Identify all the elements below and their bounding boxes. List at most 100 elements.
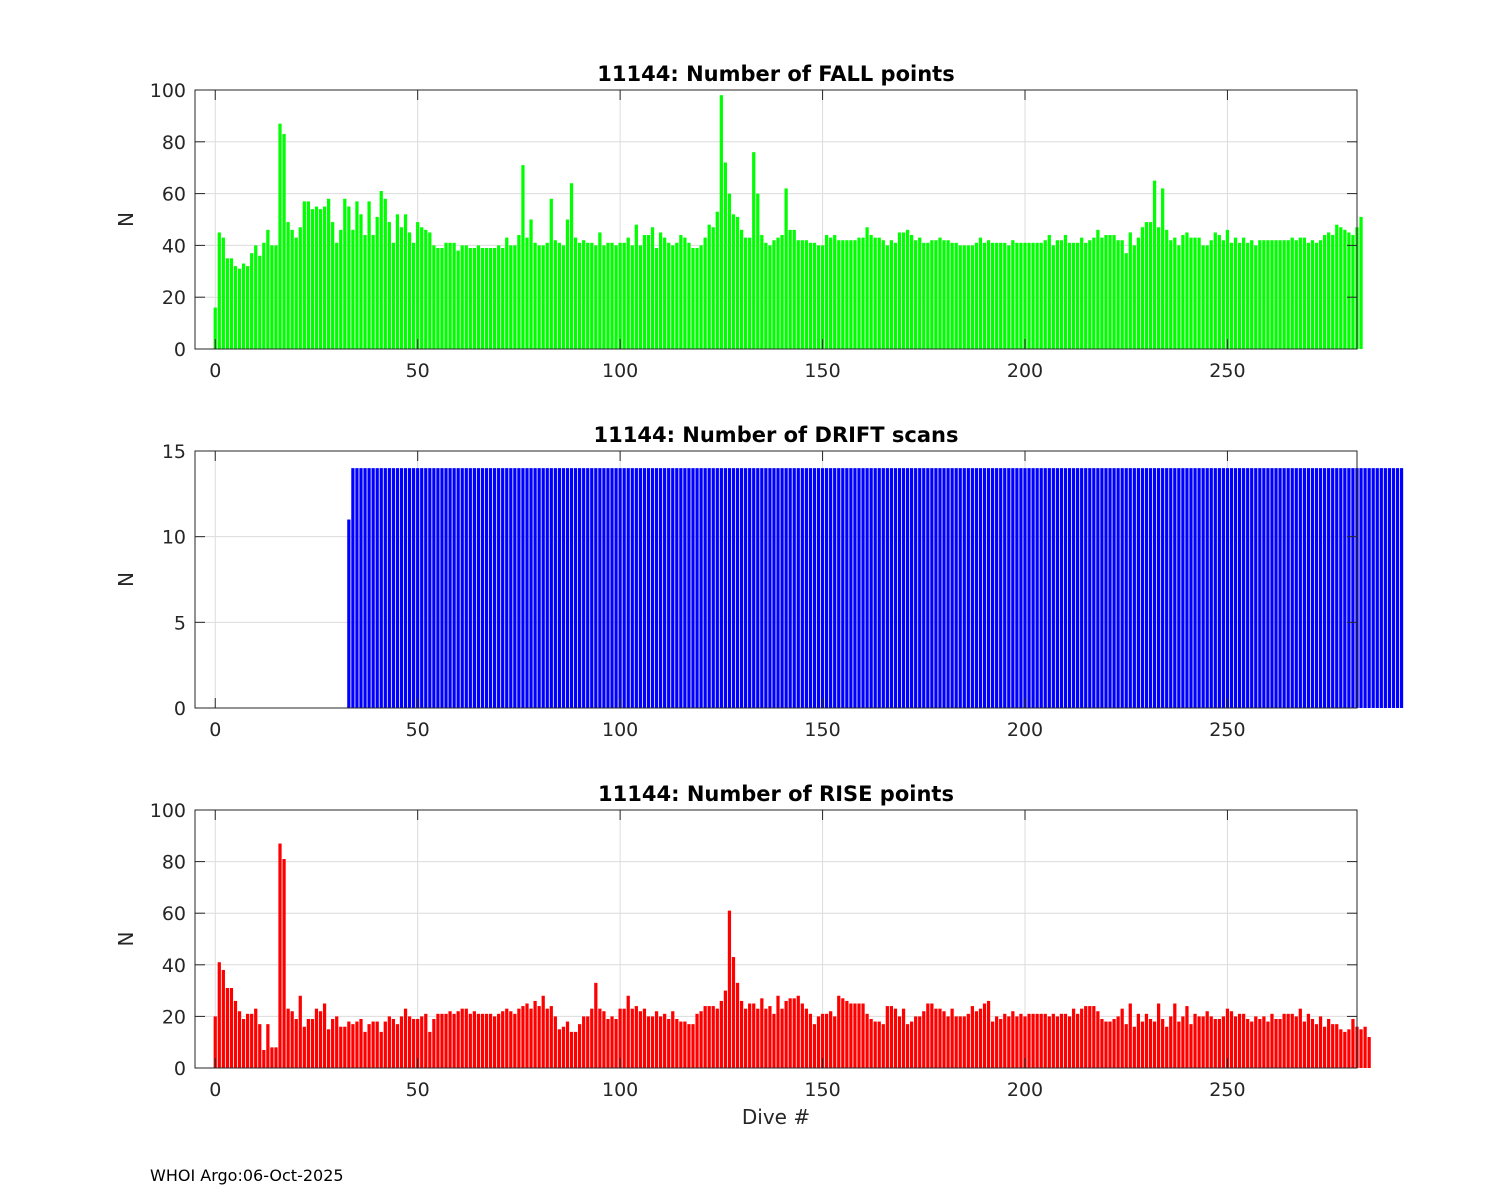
bar — [1347, 468, 1351, 708]
bar — [351, 1024, 355, 1068]
bar — [1383, 468, 1387, 708]
bar — [484, 1013, 489, 1068]
bar — [982, 468, 987, 708]
bar — [1140, 227, 1145, 349]
bar — [768, 468, 772, 708]
bar — [857, 237, 861, 349]
bar — [1322, 468, 1327, 708]
bar — [881, 468, 885, 708]
bar — [448, 468, 452, 708]
bar — [1120, 240, 1124, 349]
bar — [590, 1008, 594, 1068]
bar — [982, 242, 987, 349]
bar — [549, 198, 553, 349]
bar — [602, 245, 606, 349]
bar — [857, 468, 861, 708]
bar — [897, 1016, 902, 1068]
bar — [877, 1021, 881, 1068]
bar-series — [213, 95, 1363, 350]
bar — [517, 468, 521, 708]
bar — [549, 468, 553, 708]
chart-panel-2: 0 50 100 150 200 250 0 5 10 15 11144: Number of DR… — [114, 423, 1404, 741]
bar — [468, 1013, 472, 1068]
bar — [671, 1011, 675, 1068]
bar — [711, 227, 715, 349]
bar — [1120, 468, 1124, 708]
bar — [476, 468, 481, 708]
bar — [387, 468, 391, 708]
bar — [796, 468, 800, 708]
bar — [974, 1011, 979, 1068]
bar — [480, 468, 485, 708]
bar — [1173, 468, 1177, 708]
bar — [1015, 468, 1019, 708]
bar — [598, 232, 602, 349]
bar — [1132, 1026, 1136, 1068]
bar — [290, 1011, 294, 1068]
bar — [424, 229, 428, 349]
bar — [1104, 468, 1108, 708]
bar — [930, 240, 934, 349]
bar — [399, 1016, 404, 1068]
bar — [371, 1021, 375, 1068]
bar — [650, 468, 655, 708]
bar — [922, 1011, 926, 1068]
x-tick-label: 100 — [602, 719, 638, 741]
bar — [468, 468, 472, 708]
bar — [1076, 1013, 1080, 1068]
bar — [824, 235, 829, 349]
bar — [918, 468, 922, 708]
bar — [586, 468, 590, 708]
y-axis-label: N — [114, 932, 138, 947]
bar — [541, 468, 545, 708]
bar — [687, 242, 691, 349]
bar — [1387, 468, 1392, 708]
bar — [428, 232, 432, 349]
bar — [1148, 1018, 1153, 1068]
bar — [1185, 1006, 1189, 1068]
bar — [343, 198, 347, 349]
bar — [545, 242, 549, 349]
bar — [926, 1003, 930, 1068]
bar — [1165, 468, 1169, 708]
bar — [594, 468, 598, 708]
bar — [873, 1021, 877, 1068]
bar — [1181, 235, 1185, 349]
bar — [946, 1016, 950, 1068]
bar — [399, 227, 404, 349]
bar — [897, 232, 902, 349]
bar — [1339, 468, 1343, 708]
bar — [1116, 468, 1120, 708]
bar — [407, 468, 412, 708]
bar — [278, 123, 282, 349]
bar — [561, 468, 566, 708]
bar — [812, 468, 817, 708]
bar — [962, 468, 966, 708]
bar — [355, 1021, 359, 1068]
bar — [537, 245, 541, 349]
x-tick-label: 200 — [1007, 360, 1043, 382]
bar — [845, 1000, 849, 1068]
bar — [488, 468, 493, 708]
bar — [1286, 240, 1290, 349]
bar — [1290, 237, 1294, 349]
bar — [1063, 235, 1068, 349]
bar — [1120, 1008, 1124, 1068]
bar — [1229, 242, 1234, 349]
bar — [695, 1013, 699, 1068]
bar — [1047, 468, 1051, 708]
bar — [1169, 240, 1173, 349]
bar — [1351, 235, 1355, 349]
axes-box — [194, 89, 1358, 350]
bar — [618, 468, 622, 708]
bar — [638, 245, 642, 349]
bar — [326, 1029, 331, 1068]
bar — [416, 222, 420, 349]
bar — [715, 468, 719, 708]
bar — [958, 1016, 962, 1068]
bar — [488, 247, 493, 349]
bar — [950, 1008, 954, 1068]
bar — [1063, 468, 1068, 708]
bar — [407, 232, 412, 349]
